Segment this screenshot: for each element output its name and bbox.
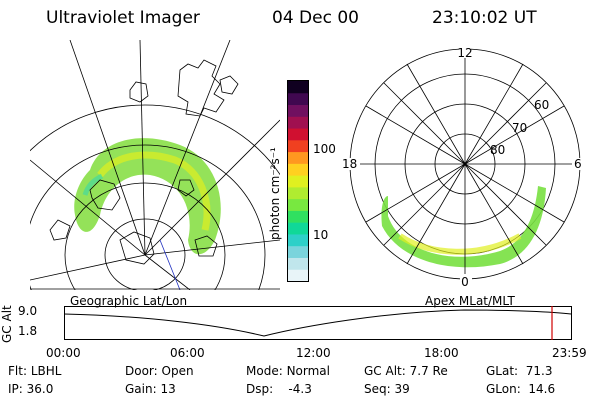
colorbar-band [288, 222, 308, 235]
colorbar-band [288, 139, 308, 153]
info-flt: Flt: LBHL [8, 364, 62, 378]
timeline-x-tick-0000: 00:00 [46, 346, 81, 360]
lat-label-80: 80 [490, 143, 505, 157]
info-mode: Mode: Normal [246, 364, 330, 378]
date-readout: 04 Dec 00 [272, 8, 359, 28]
colorbar-band [288, 92, 308, 106]
timeline-plot [64, 306, 572, 340]
lat-label-70: 70 [512, 121, 527, 135]
colorbar-band [288, 175, 308, 188]
colorbar [287, 80, 309, 282]
time-readout: 23:10:02 UT [432, 8, 537, 28]
info-gc-alt: GC Alt: 7.7 Re [364, 364, 448, 378]
geographic-caption: Geographic Lat/Lon [70, 294, 188, 308]
colorbar-band [288, 198, 308, 211]
info-seq: Seq: 39 [364, 382, 410, 396]
timeline-y-tick-min: 1.8 [18, 324, 38, 338]
colorbar-unit-label: photon cm⁻²s⁻¹ [268, 147, 282, 240]
timeline-y-tick-max: 9.0 [18, 304, 38, 318]
mlt-label-right: 6 [574, 157, 582, 171]
app-title: Ultraviolet Imager [46, 8, 200, 28]
colorbar-band [288, 163, 308, 176]
colorbar-band [288, 186, 308, 200]
lat-label-60: 60 [534, 98, 549, 112]
timeline-x-tick-1200: 12:00 [296, 346, 331, 360]
info-gain: Gain: 13 [125, 382, 176, 396]
colorbar-band [288, 245, 308, 258]
timeline-x-tick-1800: 18:00 [424, 346, 459, 360]
mlt-label-bottom: 0 [461, 275, 469, 289]
colorbar-band [288, 151, 308, 164]
timeline-x-tick-2359: 23:59 [552, 346, 587, 360]
info-door: Door: Open [125, 364, 194, 378]
info-ip: IP: 36.0 [8, 382, 54, 396]
colorbar-tick-10: 10 [313, 228, 329, 242]
colorbar-band [288, 81, 308, 94]
colorbar-band [288, 257, 308, 270]
timeline-x-tick-0600: 06:00 [170, 346, 205, 360]
colorbar-tick-100: 100 [313, 142, 336, 156]
colorbar-band [288, 269, 308, 282]
info-glat: GLat: 71.3 [486, 364, 553, 378]
info-glon: GLon: 14.6 [486, 382, 556, 396]
geographic-map [30, 40, 280, 290]
colorbar-band [288, 128, 308, 141]
info-dsp: Dsp: -4.3 [246, 382, 312, 396]
polar-plot: 12 18 6 0 60 70 80 [340, 46, 586, 289]
mlt-label-left: 18 [342, 157, 357, 171]
colorbar-band [288, 104, 308, 117]
colorbar-band [288, 116, 308, 129]
colorbar-band [288, 210, 308, 223]
timeline-axis-label: GC Alt [0, 305, 14, 343]
colorbar-band [288, 233, 308, 247]
apex-caption: Apex MLat/MLT [425, 294, 515, 308]
mlt-label-top: 12 [457, 46, 472, 60]
